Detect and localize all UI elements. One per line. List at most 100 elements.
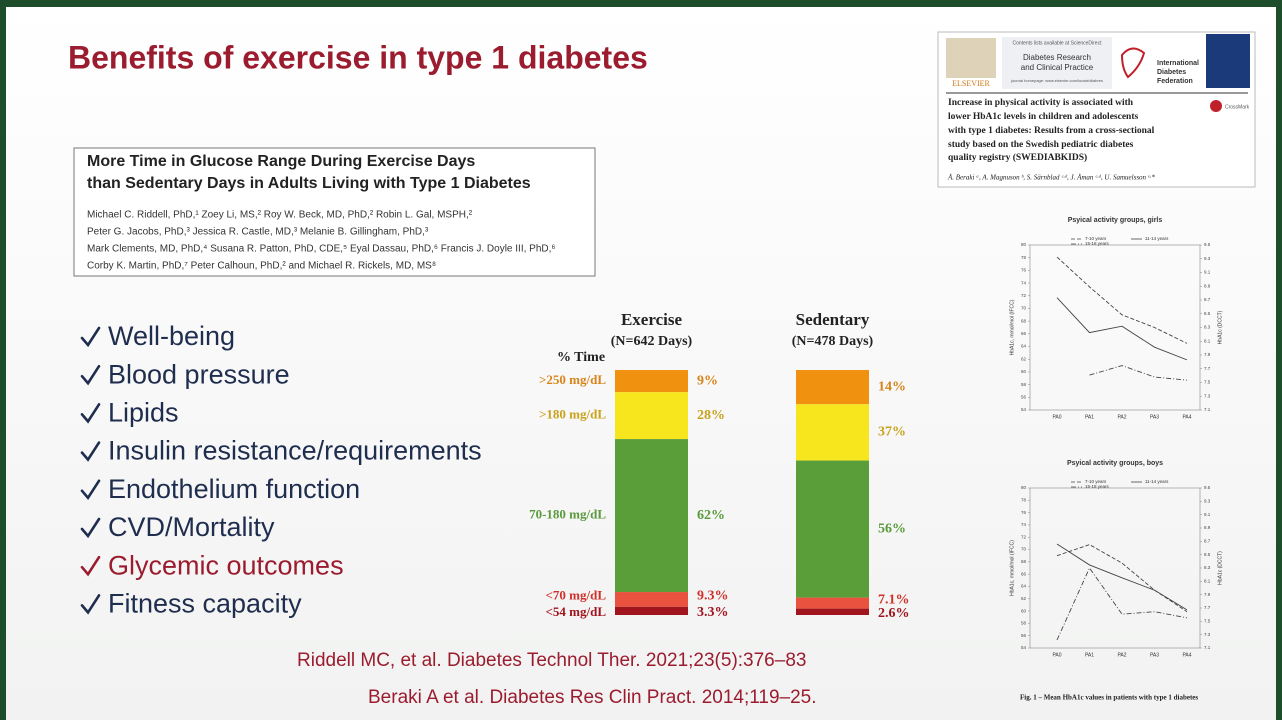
category-subtitle: (N=478 Days) bbox=[792, 334, 874, 349]
society-name: Federation bbox=[1157, 78, 1193, 85]
y2-tick-label: 7.3 bbox=[1204, 632, 1211, 637]
y-tick-label: 80 bbox=[1021, 485, 1027, 490]
y2-tick-label: 7.1 bbox=[1204, 407, 1211, 412]
journal-homepage: journal homepage: www.elsevier.com/locat… bbox=[1010, 78, 1103, 83]
journal-name: and Clinical Practice bbox=[1021, 63, 1094, 72]
journal-name-box bbox=[1002, 37, 1112, 89]
y-tick-label: 76 bbox=[1021, 268, 1027, 273]
y-tick-label: 64 bbox=[1021, 344, 1027, 349]
x-tick-label: PA1 bbox=[1085, 414, 1094, 420]
value-label: 28% bbox=[697, 408, 725, 423]
article-title: Increase in physical activity is associa… bbox=[948, 98, 1134, 108]
y-tick-label: 62 bbox=[1021, 596, 1027, 601]
paper-authors: Mark Clements, MD, PhD,⁴ Susana R. Patto… bbox=[87, 244, 556, 255]
legend-label: 7-10 years bbox=[1085, 479, 1107, 484]
y2-axis-label: HbA1c (DCCT) bbox=[1217, 310, 1223, 344]
journal-contents: Contents lists available at ScienceDirec… bbox=[1013, 40, 1103, 46]
bar-segment bbox=[796, 460, 869, 598]
article-title: lower HbA1c levels in children and adole… bbox=[948, 112, 1138, 122]
y-tick-label: 80 bbox=[1021, 242, 1027, 247]
y2-tick-label: 7.1 bbox=[1204, 645, 1211, 650]
chart-title: Psyical activity groups, boys bbox=[1067, 460, 1163, 467]
x-tick-label: PA1 bbox=[1085, 652, 1094, 658]
y2-tick-label: 9.5 bbox=[1204, 242, 1211, 247]
legend-label: 11-14 years bbox=[1145, 236, 1169, 241]
check-mark bbox=[80, 555, 101, 577]
x-tick-label: PA2 bbox=[1117, 414, 1126, 420]
article-title: study based on the Swedish pediatric dia… bbox=[948, 140, 1134, 150]
society-name: International bbox=[1157, 60, 1199, 67]
category-label: Exercise bbox=[621, 310, 683, 329]
reference: Beraki A et al. Diabetes Res Clin Pract.… bbox=[368, 687, 817, 708]
check-mark bbox=[80, 364, 101, 386]
society-logo bbox=[1120, 47, 1146, 79]
series-line bbox=[1056, 543, 1188, 611]
series-line bbox=[1089, 365, 1188, 381]
bullet: Fitness capacity bbox=[108, 589, 302, 619]
bar-segment bbox=[615, 392, 688, 440]
y2-tick-label: 9.1 bbox=[1204, 512, 1211, 517]
y-tick-label: 62 bbox=[1021, 356, 1027, 361]
y2-tick-label: 7.7 bbox=[1204, 366, 1211, 371]
publisher-logo bbox=[946, 38, 996, 78]
legend-label: 15-18 years bbox=[1085, 484, 1110, 489]
y2-tick-label: 8.7 bbox=[1204, 539, 1211, 544]
value-label: 62% bbox=[697, 508, 725, 523]
y2-tick-label: 8.1 bbox=[1204, 579, 1211, 584]
series-line bbox=[1056, 544, 1188, 613]
y-tick-label: 68 bbox=[1021, 318, 1027, 323]
bar-segment bbox=[615, 439, 688, 593]
series-line bbox=[1056, 297, 1188, 361]
x-tick-label: PA4 bbox=[1182, 652, 1191, 658]
bullet: Insulin resistance/requirements bbox=[108, 436, 482, 466]
y2-tick-label: 7.7 bbox=[1204, 605, 1211, 610]
article-title: with type 1 diabetes: Results from a cro… bbox=[948, 126, 1155, 136]
figure-caption: Fig. 1 – Mean HbA1c values in patients w… bbox=[1020, 694, 1198, 702]
y2-tick-label: 9.5 bbox=[1204, 485, 1211, 490]
y2-tick-label: 8.1 bbox=[1204, 338, 1211, 343]
y-tick-label: 58 bbox=[1021, 382, 1027, 387]
y-tick-label: 76 bbox=[1021, 510, 1027, 515]
category-subtitle: (N=642 Days) bbox=[611, 334, 693, 349]
y-axis-label: HbA1c, mmol/mol (IFCC) bbox=[1009, 299, 1015, 355]
x-tick-label: PA3 bbox=[1150, 414, 1159, 420]
y2-tick-label: 7.3 bbox=[1204, 393, 1211, 398]
paper-title: More Time in Glucose Range During Exerci… bbox=[87, 153, 475, 170]
bar-segment bbox=[615, 606, 688, 615]
x-tick-label: PA4 bbox=[1182, 414, 1191, 420]
axis-label: % Time bbox=[557, 350, 605, 365]
y2-tick-label: 9.1 bbox=[1204, 270, 1211, 275]
crossmark-icon bbox=[1210, 100, 1222, 112]
paper-title: than Sedentary Days in Adults Living wit… bbox=[87, 175, 531, 192]
journal-cover bbox=[1206, 34, 1250, 88]
series-line bbox=[1056, 567, 1188, 641]
crossmark: CrossMark bbox=[1225, 104, 1250, 110]
segment-label: <54 mg/dL bbox=[546, 604, 607, 619]
bar-segment bbox=[796, 597, 869, 609]
segment-label: >250 mg/dL bbox=[539, 372, 606, 387]
check-mark bbox=[80, 441, 101, 462]
value-label: 3.3% bbox=[697, 605, 729, 620]
y2-tick-label: 8.3 bbox=[1204, 325, 1211, 330]
check-mark bbox=[80, 594, 101, 615]
publisher: ELSEVIER bbox=[952, 79, 990, 88]
paper-box bbox=[73, 147, 596, 277]
bullet: Blood pressure bbox=[108, 359, 290, 389]
y-tick-label: 66 bbox=[1021, 571, 1027, 576]
y-tick-label: 54 bbox=[1021, 407, 1027, 412]
bullet: Well-being bbox=[108, 321, 235, 351]
y-tick-label: 64 bbox=[1021, 584, 1027, 589]
y2-axis-label: HbA1c (DCCT) bbox=[1217, 551, 1223, 585]
check-mark bbox=[80, 326, 101, 348]
paper-authors: Peter G. Jacobs, PhD,³ Jessica R. Castle… bbox=[87, 227, 429, 238]
chart-title: Psyical activity groups, girls bbox=[1068, 217, 1163, 224]
bullet: CVD/Mortality bbox=[108, 512, 275, 542]
bar-segment bbox=[615, 370, 688, 393]
bullet: Endothelium function bbox=[108, 474, 360, 504]
x-tick-label: PA0 bbox=[1052, 414, 1061, 420]
y2-tick-label: 8.3 bbox=[1204, 565, 1211, 570]
y2-tick-label: 8.5 bbox=[1204, 552, 1211, 557]
series-line bbox=[1056, 256, 1188, 344]
y-tick-label: 74 bbox=[1021, 280, 1027, 285]
